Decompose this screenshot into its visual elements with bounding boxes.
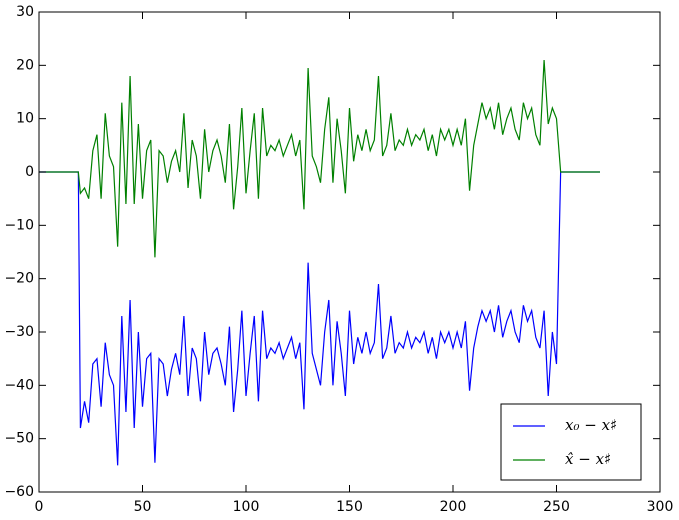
data-line	[39, 171, 600, 466]
y-tick-label: −10	[4, 217, 34, 233]
y-tick-label: 0	[25, 164, 34, 180]
legend-box	[500, 403, 642, 481]
x-tick-label: 100	[233, 499, 260, 515]
y-tick-label: −30	[4, 324, 34, 340]
x-tick-label: 150	[336, 499, 363, 515]
y-tick-label: −20	[4, 271, 34, 287]
y-tick-label: 10	[16, 111, 34, 127]
y-tick-label: −40	[4, 377, 34, 393]
y-tick-label: −50	[4, 431, 34, 447]
y-tick-label: −60	[4, 484, 34, 500]
legend-label: x₀ − x♯	[565, 416, 617, 434]
legend-label: x̂ − x♯	[565, 450, 611, 468]
x-tick-label: 250	[543, 499, 570, 515]
legend: x₀ − x♯ x̂ − x♯	[500, 403, 642, 481]
x-tick-label: 50	[134, 499, 152, 515]
data-line	[39, 59, 600, 258]
y-tick-label: 30	[16, 4, 34, 20]
x-tick-label: 0	[35, 499, 44, 515]
y-tick-label: 20	[16, 57, 34, 73]
x-tick-label: 300	[647, 499, 674, 515]
x-tick-label: 200	[440, 499, 467, 515]
